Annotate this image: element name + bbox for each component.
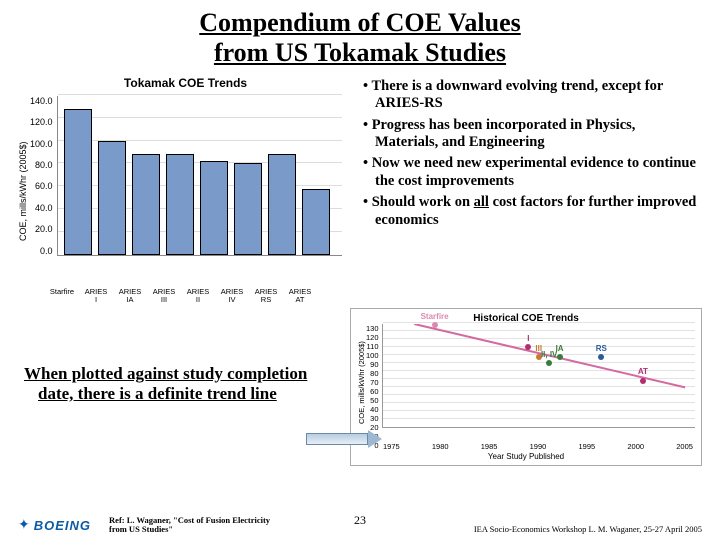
chart1-title: Tokamak COE Trends bbox=[18, 76, 353, 90]
footer: ✦ BOEING Ref: L. Waganer, "Cost of Fusio… bbox=[0, 516, 720, 534]
caption: When plotted against study completion da… bbox=[32, 308, 342, 466]
chart1-ylabel: COE, mills/kWhr (2005$) bbox=[18, 96, 28, 286]
logo: ✦ BOEING bbox=[18, 517, 91, 534]
bullet-item: There is a downward evolving trend, exce… bbox=[363, 78, 702, 113]
chart1-plot bbox=[57, 96, 342, 256]
point-label: AT bbox=[638, 367, 648, 376]
data-point bbox=[598, 354, 604, 360]
point-label: II, IV bbox=[541, 350, 557, 359]
bar bbox=[98, 141, 126, 255]
chart2-ylabel: COE, mills/kWhr (2005$) bbox=[357, 324, 366, 442]
logo-text: BOEING bbox=[34, 518, 91, 533]
page-number: 23 bbox=[354, 513, 366, 528]
bullet-item: Should work on all cost factors for furt… bbox=[363, 194, 702, 229]
bar bbox=[166, 154, 194, 255]
data-point bbox=[525, 344, 531, 350]
chart2-xlabel: Year Study Published bbox=[357, 452, 695, 461]
bullet-list: There is a downward evolving trend, exce… bbox=[363, 74, 702, 304]
data-point bbox=[640, 378, 646, 384]
point-label: I bbox=[527, 334, 529, 343]
chart1-xticks: StarfireARIESIARIESIAARIESIIIARIESIIARIE… bbox=[18, 288, 353, 304]
bar bbox=[234, 163, 262, 254]
data-point bbox=[546, 360, 552, 366]
point-label: Starfire bbox=[421, 312, 449, 321]
bar bbox=[132, 154, 160, 255]
chart1-yaxis: 140.0120.0100.080.060.040.020.00.0 bbox=[30, 96, 57, 256]
bullet-item: Progress has been incorporated in Physic… bbox=[363, 117, 702, 152]
bullet-item: Now we need new experimental evidence to… bbox=[363, 155, 702, 190]
chart2-yaxis: 1301201101009080706050403020100 bbox=[366, 324, 382, 428]
bar bbox=[268, 154, 296, 255]
reference: Ref: L. Waganer, "Cost of Fusion Electri… bbox=[109, 516, 279, 534]
arrow-icon bbox=[306, 430, 382, 448]
point-label: RS bbox=[596, 344, 607, 353]
bar bbox=[302, 189, 330, 255]
data-point bbox=[432, 322, 438, 328]
chart2-xticks: 1975198019851990199520002005 bbox=[357, 442, 695, 451]
page-title: Compendium of COE Valuesfrom US Tokamak … bbox=[18, 8, 702, 68]
globe-icon: ✦ bbox=[18, 517, 30, 534]
bar-chart: Tokamak COE Trends COE, mills/kWhr (2005… bbox=[18, 74, 353, 304]
chart2-plot: StarfireIIIIAII, IVIRSAT bbox=[382, 324, 695, 428]
upper-row: Tokamak COE Trends COE, mills/kWhr (2005… bbox=[18, 74, 702, 304]
slide: Compendium of COE Valuesfrom US Tokamak … bbox=[0, 0, 720, 540]
scatter-chart: Historical COE Trends COE, mills/kWhr (2… bbox=[350, 308, 702, 466]
bar bbox=[64, 109, 92, 255]
conference-info: IEA Socio-Economics Workshop L. M. Wagan… bbox=[474, 524, 702, 534]
bar bbox=[200, 161, 228, 255]
data-point bbox=[557, 354, 563, 360]
